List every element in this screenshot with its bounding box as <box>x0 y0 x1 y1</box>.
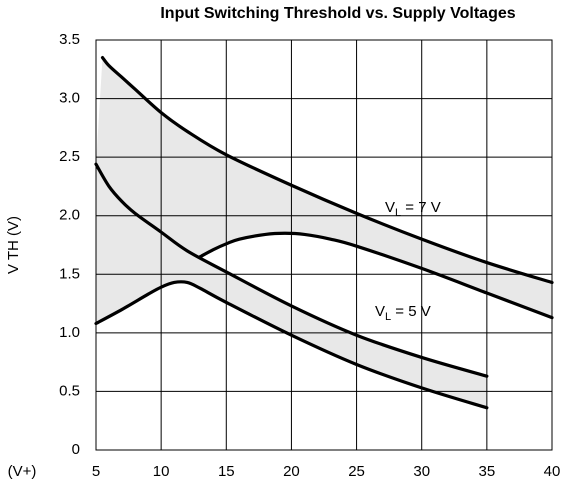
y-tick-label: 2.0 <box>59 207 80 224</box>
line-series <box>94 162 489 378</box>
x-tick-label: 10 <box>153 463 170 480</box>
y-tick-label: 3.0 <box>59 90 80 107</box>
band-fill <box>96 57 552 318</box>
annotation: VL = 5 V <box>375 303 431 323</box>
line-series <box>198 231 554 320</box>
x-tick-label: 30 <box>413 463 430 480</box>
annotation-subscript: L <box>385 311 391 323</box>
line-series <box>100 55 554 285</box>
x-axis-label: (V+) <box>8 463 37 480</box>
x-tick-label: 5 <box>92 463 100 480</box>
annotation-text: V <box>375 303 385 320</box>
y-tick-label: 2.5 <box>59 148 80 165</box>
x-tick-label: 25 <box>348 463 365 480</box>
line-series <box>94 280 489 410</box>
lines <box>94 55 554 410</box>
x-tick-label: 35 <box>479 463 496 480</box>
y-axis-label: V TH (V) <box>5 216 22 274</box>
x-tick-label: 15 <box>218 463 235 480</box>
annotation-text: = 7 V <box>401 199 441 216</box>
annotation: VL = 7 V <box>385 199 441 219</box>
annotation-text: = 5 V <box>391 303 431 320</box>
y-tick-label: 3.5 <box>59 31 80 48</box>
x-tick-label: 20 <box>283 463 300 480</box>
plot-frame <box>95 39 553 451</box>
y-tick-label: 1.5 <box>59 265 80 282</box>
annotation-text: V <box>385 199 395 216</box>
y-tick-label: 0.5 <box>59 382 80 399</box>
x-tick-label: 40 <box>544 463 561 480</box>
grid: 0 0.5 1.0 1.5 2.0 2.5 3.0 3.5 5 10 15 20 25 30 35 40 <box>59 31 560 480</box>
y-tick-label: 1.0 <box>59 324 80 341</box>
y-tick-label: 0 <box>72 441 80 458</box>
chart-title: Input Switching Threshold vs. Supply Vol… <box>160 5 515 22</box>
annotation-subscript: L <box>395 207 401 219</box>
